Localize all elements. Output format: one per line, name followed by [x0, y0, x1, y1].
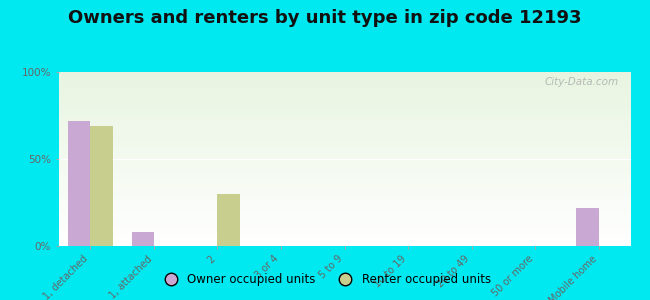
Legend: Owner occupied units, Renter occupied units: Owner occupied units, Renter occupied un… [154, 269, 496, 291]
Bar [68, 121, 90, 246]
Text: City-Data.com: City-Data.com [545, 77, 619, 87]
Text: Owners and renters by unit type in zip code 12193: Owners and renters by unit type in zip c… [68, 9, 582, 27]
Bar [217, 194, 240, 246]
Bar [131, 232, 154, 246]
Bar [577, 208, 599, 246]
Bar [90, 126, 112, 246]
